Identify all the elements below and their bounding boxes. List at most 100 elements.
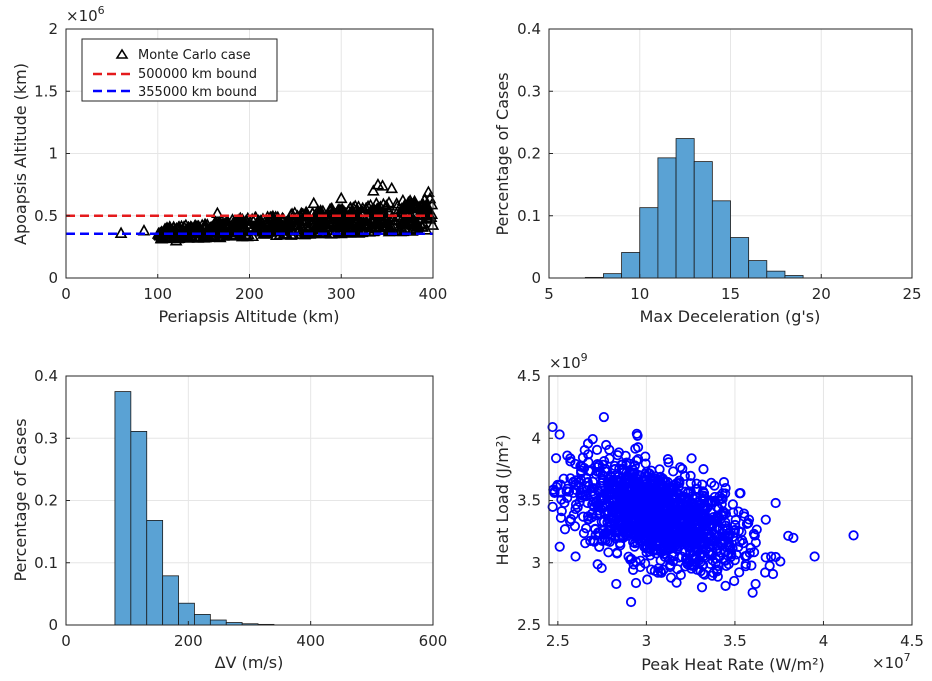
heat-case-point [668,466,679,477]
heat-case-point [689,493,700,505]
p1-xtick-label: 0 [61,285,71,303]
heat-case-point [598,411,609,423]
monte-carlo-point [189,231,202,243]
heat-case-point [747,587,758,598]
heat-case-point [651,473,662,484]
heat-case-point [750,537,761,548]
heat-case-point [626,500,637,511]
heat-case-point [651,528,663,539]
monte-carlo-point [253,220,267,232]
heat-case-point [706,477,717,488]
heat-case-point [649,485,660,496]
heat-case-point [673,481,684,492]
monte-carlo-point [308,222,322,235]
p1-axes-box [65,28,434,279]
p3-axes-box [65,375,434,626]
heat-case-point [749,530,760,541]
monte-carlo-point [394,224,408,237]
heat-case-point [570,458,581,470]
heat-case-point [632,430,643,441]
p1-y-exponent: 6 [98,4,105,17]
monte-carlo-point [358,218,372,230]
legend-label-500000: 500000 km bound [138,67,257,82]
heat-case-point [629,488,641,499]
p4-ytick-label: 4.5 [517,367,541,385]
monte-carlo-point [323,203,337,215]
heat-case-point [603,547,614,558]
heat-case-point [554,429,565,440]
heat-case-point [654,505,665,516]
heat-case-point [575,474,586,486]
heat-case-point [682,487,694,498]
p1-xtick-label: 300 [327,285,356,303]
p2-ytick-label: 0 [531,269,541,287]
p2-xtick-label: 20 [812,285,831,303]
heat-case-point [809,551,820,562]
heat-case-point [588,535,599,546]
delta-v-histogram-panel: 0 200 400 600 0 0.1 0.2 0.3 0.4 ΔV (m/s) Percent… [11,367,447,672]
monte-carlo-point [386,213,399,225]
legend-label-355000: 355000 km bound [138,85,257,100]
p2-histogram-bar [603,273,623,279]
monte-carlo-point [351,219,365,232]
monte-carlo-point [365,203,379,216]
monte-carlo-point [371,216,385,228]
monte-carlo-point [406,222,419,234]
heat-case-point [591,444,603,455]
heat-case-point [601,488,612,500]
monte-carlo-point [403,215,417,228]
monte-carlo-point [403,199,417,211]
p4-xtick-label: 2.5 [546,632,570,650]
heat-case-point [698,464,709,475]
p3-ytick-label: 0.1 [34,554,58,572]
p4-xtick-label: 3.5 [723,632,747,650]
heat-case-point [734,567,745,578]
heat-case-point [653,563,664,574]
heat-case-point [662,501,673,512]
heat-case-point [628,464,639,476]
heat-case-point [642,574,653,585]
p3-ytick-label: 0.3 [34,429,58,447]
heat-case-point [607,505,618,517]
heat-case-point [675,518,687,529]
heat-case-point [655,566,666,577]
heat-case-point [638,481,650,492]
heat-case-point [729,520,741,531]
p1-ytick-label: 2 [48,20,58,38]
heat-case-point [720,482,731,494]
p2-histogram-bar [621,252,641,279]
heat-case-point [609,527,620,538]
p2-ytick-label: 0.4 [517,20,541,38]
heat-case-point [582,497,593,509]
monte-carlo-point [236,212,249,225]
heat-case-point [652,500,663,511]
heat-case-point [612,450,623,461]
p2-ticks: 5 10 15 20 25 0 0.1 0.2 0.3 0.4 [517,20,921,303]
heat-case-point [607,515,618,526]
heat-case-point [659,493,671,504]
heat-case-point [665,572,677,583]
heat-case-point [645,550,656,561]
heat-case-point [623,551,634,562]
monte-carlo-point [290,218,304,230]
heat-case-point [767,568,779,580]
monte-carlo-point [406,216,419,229]
heat-case-point [739,511,750,522]
heat-case-point [690,527,701,538]
p3-ytick-label: 0.4 [34,367,58,385]
p2-histogram-bar [693,161,713,279]
p1-xlabel: Periapsis Altitude (km) [158,307,339,326]
monte-carlo-point [325,223,338,236]
heat-case-point [616,491,627,502]
legend-triangle-marker [115,48,129,59]
p4-x-exponent: 7 [904,651,911,664]
heat-case-point [724,540,735,551]
p3-ytick-label: 0.2 [34,492,58,510]
p3-data [114,391,275,626]
p1-data [66,177,440,246]
monte-carlo-point [265,210,278,223]
monte-carlo-point [367,184,380,196]
heat-case-point [680,509,691,520]
monte-carlo-point [155,230,169,243]
